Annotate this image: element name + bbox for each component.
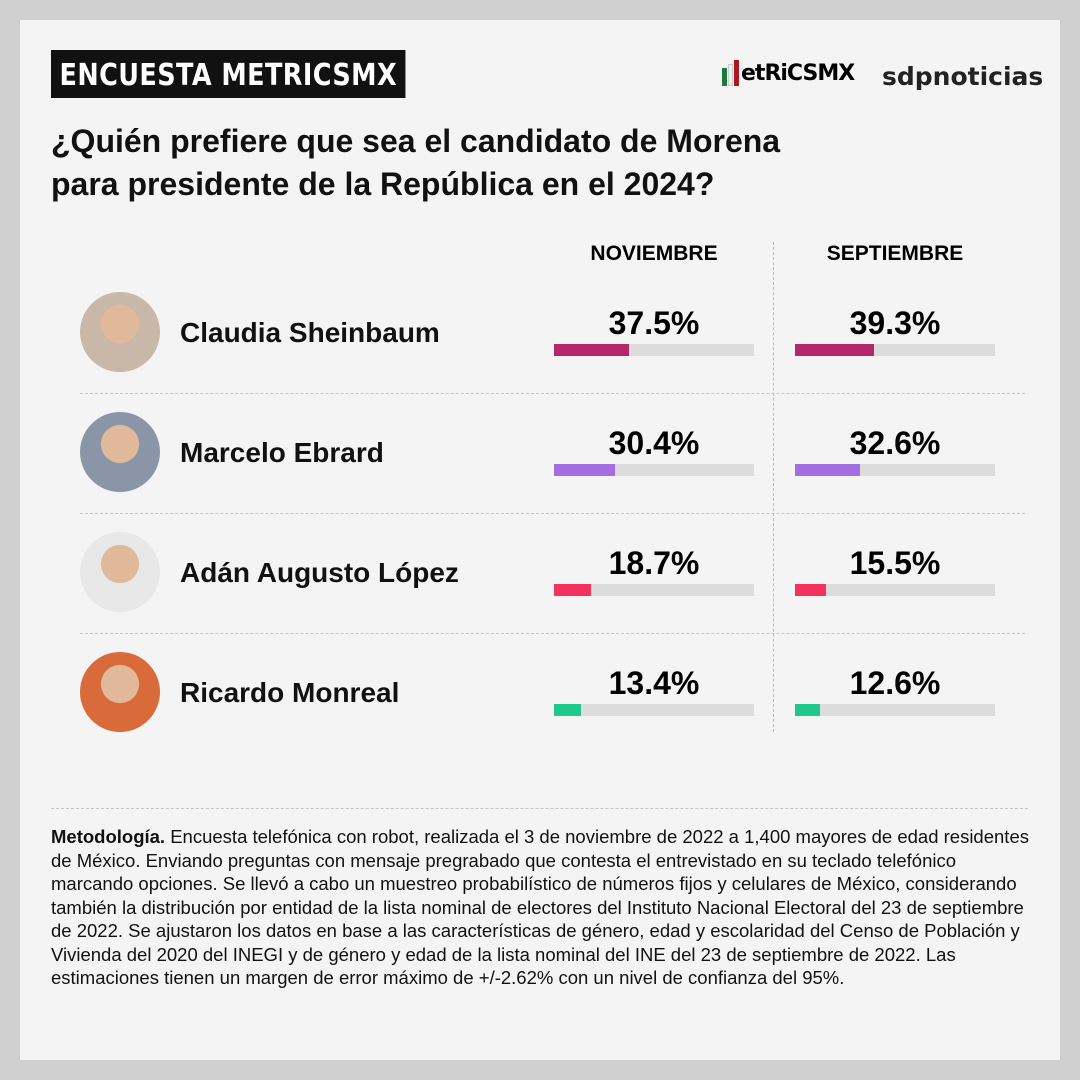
value-label: 12.6% xyxy=(849,665,941,701)
value-label: 15.5% xyxy=(849,545,941,581)
bar-septiembre xyxy=(795,704,821,716)
candidate-name: Marcelo Ebrard xyxy=(180,437,384,468)
value-label: 32.6% xyxy=(849,425,941,461)
chart-title: ¿Quién prefiere que sea el candidato de … xyxy=(51,123,781,202)
metricsmx-logo: etRiCSMX xyxy=(722,60,855,86)
column-divider xyxy=(773,242,774,732)
col-header-noviembre: NOVIEMBRE xyxy=(590,242,718,265)
bar-track xyxy=(554,464,754,476)
bar-track xyxy=(795,704,995,716)
candidate-name: Ricardo Monreal xyxy=(180,677,400,708)
divider xyxy=(51,808,1028,809)
row-divider xyxy=(80,393,1025,394)
bar-septiembre xyxy=(795,584,826,596)
bar-septiembre xyxy=(795,344,874,356)
candidate-photo xyxy=(80,532,160,612)
bar-septiembre xyxy=(795,464,861,476)
value-label: 30.4% xyxy=(608,425,700,461)
candidate-name: Claudia Sheinbaum xyxy=(180,317,440,348)
col-header-septiembre: SEPTIEMBRE xyxy=(826,242,964,265)
survey-tag: ENCUESTA METRICSMX xyxy=(51,50,406,98)
value-label: 13.4% xyxy=(608,665,700,701)
candidate-photo xyxy=(80,292,160,372)
value-label: 39.3% xyxy=(849,305,941,341)
bar-track xyxy=(554,344,754,356)
bar-track xyxy=(795,464,995,476)
bar-track xyxy=(795,584,995,596)
sdpnoticias-logo: sdpnoticias xyxy=(882,62,1044,91)
candidate-photo xyxy=(80,652,160,732)
bar-noviembre xyxy=(554,344,629,356)
candidate-photo xyxy=(80,412,160,492)
chart-arrow-icon xyxy=(722,60,739,86)
bar-track xyxy=(554,704,754,716)
bar-track xyxy=(554,584,754,596)
value-label: 18.7% xyxy=(608,545,700,581)
row-divider xyxy=(80,513,1025,514)
value-label: 37.5% xyxy=(608,305,700,341)
bar-noviembre xyxy=(554,464,615,476)
candidate-name: Adán Augusto López xyxy=(180,557,459,588)
bar-track xyxy=(795,344,995,356)
methodology: Metodología. Encuesta telefónica con rob… xyxy=(51,826,1029,988)
infographic-card: ENCUESTA METRICSMX etRiCSMX sdpnoticias … xyxy=(20,20,1060,1060)
bar-noviembre xyxy=(554,584,592,596)
row-divider xyxy=(80,633,1025,634)
bar-noviembre xyxy=(554,704,581,716)
